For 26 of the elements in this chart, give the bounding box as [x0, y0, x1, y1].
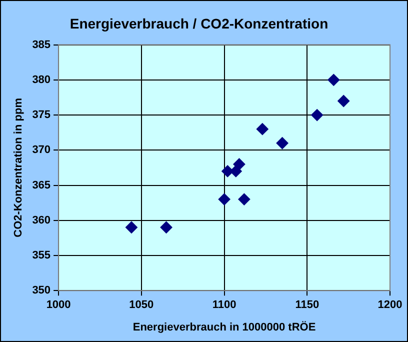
point: [160, 221, 172, 234]
x-tick-label: 1000: [46, 299, 71, 312]
x-axis-title: Energieverbrauch in 1000000 tRÖE: [132, 320, 316, 334]
y-tick-label: 355: [32, 250, 51, 262]
x-tick-label: 1100: [212, 299, 236, 312]
x-tick-label: 1200: [378, 299, 402, 312]
y-tick-label: 385: [32, 38, 51, 51]
point: [311, 109, 324, 122]
point: [256, 123, 268, 136]
y-tick-label: 380: [32, 74, 51, 86]
point: [238, 193, 250, 206]
y-tick-label: 375: [32, 109, 51, 122]
point: [276, 137, 288, 150]
y-axis-title: CO2-Konzentration in ppm: [12, 98, 25, 238]
point: [218, 193, 230, 206]
y-tick-label: 360: [32, 214, 51, 226]
point: [328, 74, 340, 86]
chart-title: Energieverbrauch / CO2-Konzentration: [70, 15, 328, 32]
x-tick-label: 1150: [295, 299, 320, 312]
y-tick-label: 365: [32, 179, 51, 192]
y-tick-label: 350: [32, 284, 51, 297]
point: [338, 94, 350, 107]
point: [233, 158, 246, 170]
x-tick-label: 1050: [129, 299, 154, 312]
y-tick-label: 370: [32, 144, 51, 156]
point: [125, 221, 138, 234]
